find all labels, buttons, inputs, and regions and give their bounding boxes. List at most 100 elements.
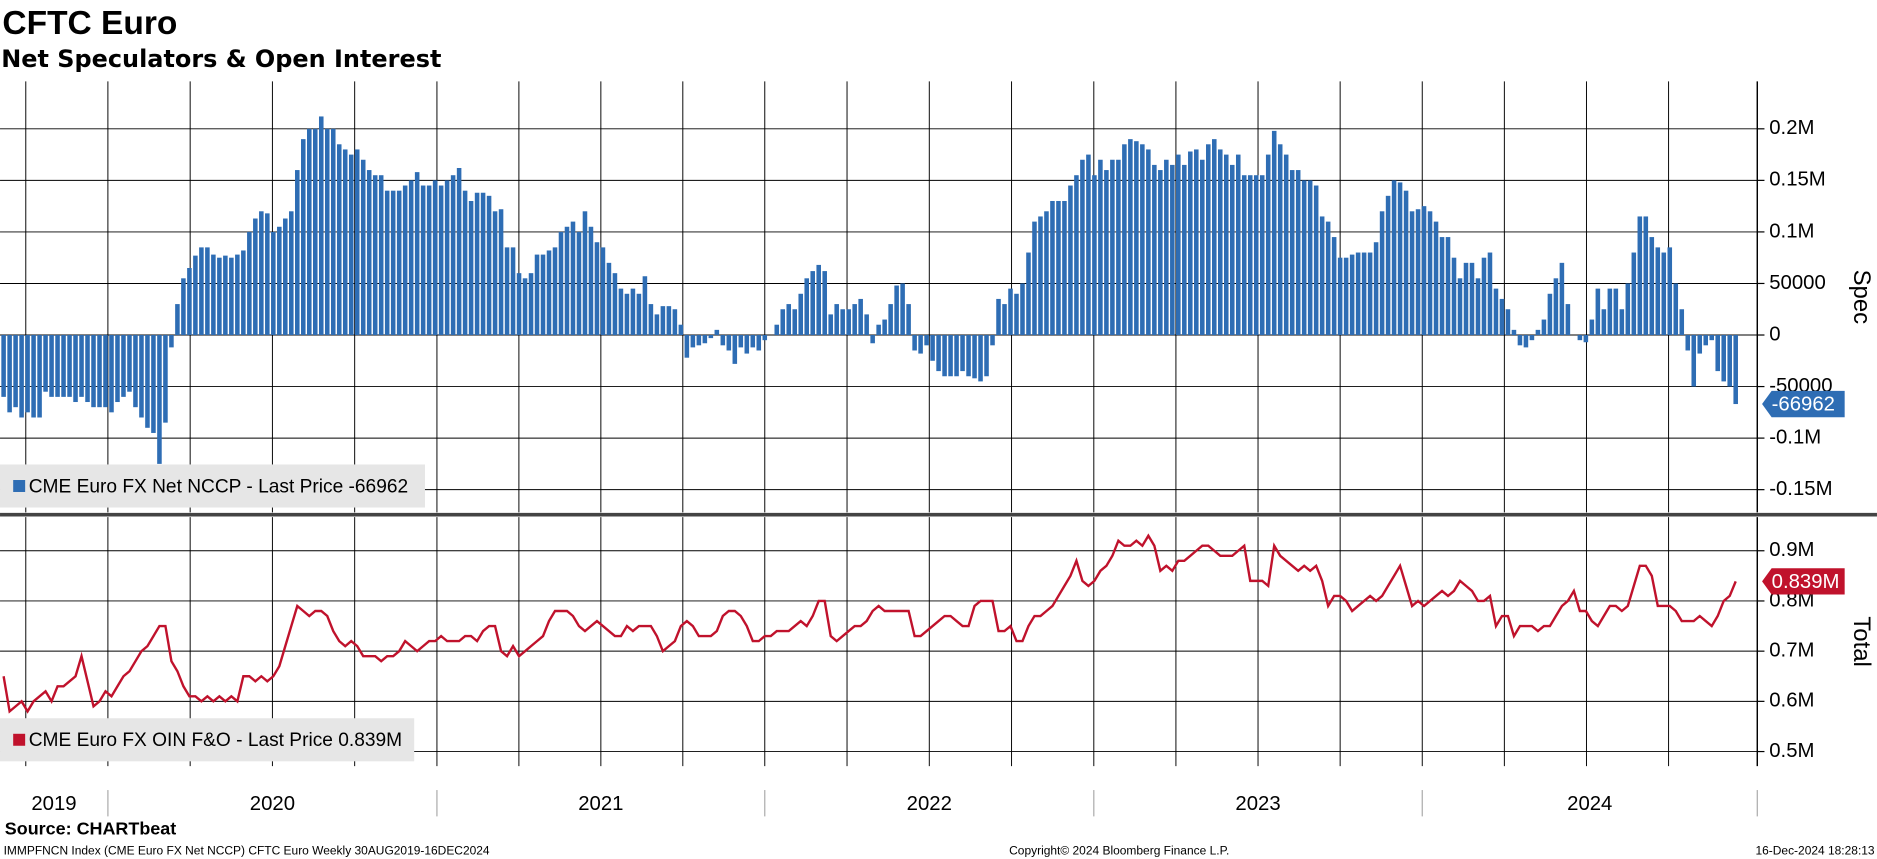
bar bbox=[1433, 221, 1439, 336]
bar bbox=[834, 304, 839, 336]
bar bbox=[876, 324, 881, 336]
bar bbox=[966, 335, 971, 377]
bar bbox=[456, 167, 462, 336]
bar bbox=[432, 180, 438, 336]
bar bbox=[13, 335, 18, 408]
bar bbox=[1182, 164, 1187, 336]
bar bbox=[1134, 141, 1139, 336]
bar bbox=[402, 185, 408, 336]
bar bbox=[342, 149, 348, 336]
bar bbox=[1092, 175, 1097, 336]
bar bbox=[1535, 329, 1541, 336]
bar bbox=[115, 335, 120, 403]
bar bbox=[1337, 257, 1343, 336]
bar bbox=[1523, 335, 1529, 348]
bar bbox=[301, 139, 306, 336]
bar bbox=[1259, 175, 1265, 336]
y-tick-label: 0.1M bbox=[1769, 220, 1814, 242]
bar bbox=[1721, 335, 1726, 382]
bar bbox=[1217, 149, 1223, 336]
bar bbox=[1283, 154, 1289, 336]
bar bbox=[1080, 159, 1085, 336]
bar bbox=[7, 335, 12, 413]
bar bbox=[1247, 175, 1253, 336]
bar bbox=[1355, 252, 1361, 336]
bar bbox=[576, 231, 582, 336]
legend-label: CME Euro FX OIN F&O - Last Price 0.839M bbox=[29, 730, 402, 751]
bar bbox=[97, 335, 102, 408]
bar bbox=[372, 175, 378, 336]
bar bbox=[1457, 278, 1463, 336]
bar bbox=[612, 273, 618, 336]
bar bbox=[307, 128, 312, 336]
bar bbox=[1235, 154, 1241, 336]
bar bbox=[1679, 309, 1685, 336]
bar bbox=[151, 335, 156, 433]
bar bbox=[978, 335, 983, 382]
bar bbox=[696, 335, 702, 346]
bar bbox=[438, 185, 444, 336]
bar bbox=[25, 335, 30, 413]
bar bbox=[336, 144, 342, 336]
bar bbox=[840, 309, 845, 336]
bar bbox=[145, 335, 150, 428]
x-tick-label: 2023 bbox=[1235, 793, 1280, 815]
bar bbox=[588, 226, 594, 336]
bar bbox=[918, 335, 923, 354]
bar bbox=[1511, 329, 1517, 336]
x-tick-label: 2021 bbox=[578, 793, 623, 815]
bar bbox=[1481, 257, 1487, 336]
bar bbox=[1475, 278, 1481, 336]
bar bbox=[816, 264, 821, 336]
bar bbox=[330, 128, 336, 336]
bar bbox=[1313, 185, 1319, 336]
bar bbox=[1583, 335, 1589, 343]
bar bbox=[1331, 237, 1337, 336]
bar bbox=[1110, 159, 1115, 336]
bar bbox=[774, 324, 780, 336]
bar bbox=[1200, 159, 1205, 336]
last-value-label: -66962 bbox=[1772, 394, 1835, 416]
bar bbox=[1361, 252, 1367, 336]
bar bbox=[277, 226, 282, 336]
bar bbox=[1469, 262, 1475, 336]
y-tick-label: 0.2M bbox=[1769, 117, 1814, 139]
bar bbox=[924, 335, 929, 346]
bar bbox=[954, 335, 959, 377]
bar bbox=[1128, 139, 1133, 336]
bar bbox=[906, 304, 911, 336]
bar bbox=[1415, 209, 1421, 336]
bar bbox=[732, 335, 738, 364]
x-tick-label: 2020 bbox=[250, 793, 295, 815]
bar bbox=[750, 335, 756, 348]
last-value-label: 0.839M bbox=[1772, 571, 1840, 593]
bar bbox=[786, 304, 792, 336]
bar bbox=[1631, 252, 1637, 336]
bar bbox=[1325, 221, 1331, 336]
bar bbox=[1517, 335, 1523, 346]
bar bbox=[55, 335, 60, 397]
bar bbox=[450, 175, 456, 336]
bar bbox=[187, 268, 192, 336]
source-note: Source: CHARTbeat bbox=[5, 818, 176, 838]
last-value-tag bbox=[1762, 568, 1845, 595]
y-axis-label: Spec bbox=[1848, 270, 1875, 325]
bar bbox=[1487, 252, 1493, 336]
bar bbox=[1427, 211, 1433, 336]
x-tick-label: 2019 bbox=[31, 793, 76, 815]
bar bbox=[384, 190, 390, 336]
bar bbox=[181, 278, 186, 336]
bar bbox=[1241, 175, 1247, 336]
bar bbox=[79, 335, 84, 397]
bar bbox=[582, 211, 588, 336]
bar bbox=[864, 314, 869, 336]
bar bbox=[480, 192, 486, 336]
bar bbox=[1397, 182, 1403, 336]
bar bbox=[1289, 170, 1295, 336]
bar bbox=[1391, 180, 1397, 336]
legend-box bbox=[0, 464, 425, 508]
bar bbox=[426, 185, 432, 336]
bar bbox=[1, 335, 6, 397]
bar bbox=[1116, 159, 1121, 336]
